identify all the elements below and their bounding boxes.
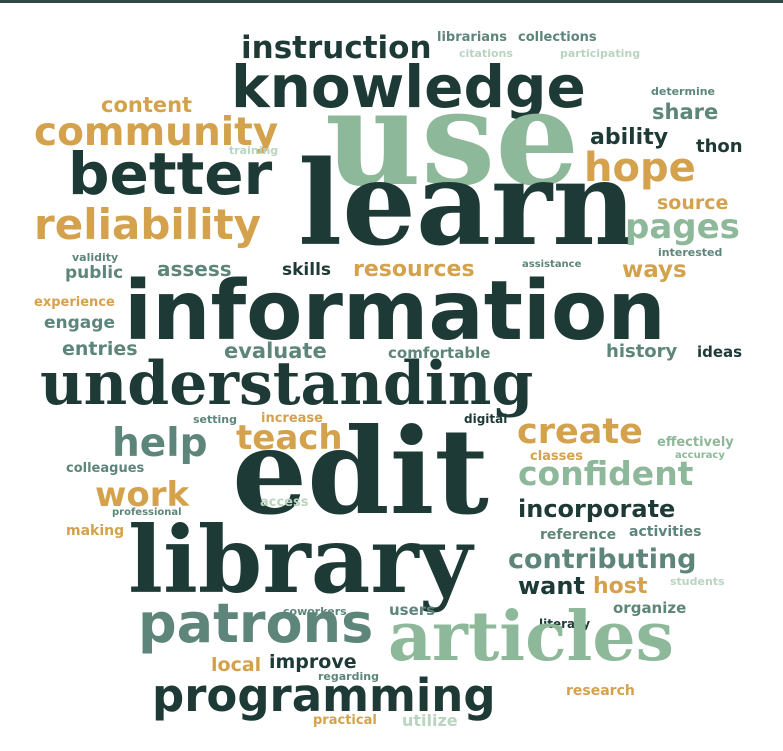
- word-confident: confident: [518, 454, 694, 493]
- word-ideas: ideas: [697, 343, 743, 361]
- word-access: access: [260, 495, 309, 510]
- word-setting: setting: [193, 413, 237, 426]
- word-improve: improve: [269, 651, 357, 673]
- word-reference: reference: [540, 527, 617, 543]
- word-accuracy: accuracy: [675, 450, 725, 461]
- word-local: local: [211, 654, 262, 676]
- word-edit: edit: [232, 402, 489, 541]
- word-collections: collections: [518, 30, 597, 45]
- word-coworkers: coworkers: [283, 605, 347, 618]
- word-instruction: instruction: [241, 30, 432, 66]
- word-students: students: [670, 575, 725, 588]
- word-hope: hope: [584, 145, 696, 191]
- word-training: training: [229, 144, 279, 157]
- word-activities: activities: [629, 524, 702, 540]
- word-want: want: [518, 572, 585, 600]
- word-organize: organize: [613, 599, 687, 617]
- word-source: source: [657, 192, 729, 214]
- word-contributing: contributing: [508, 544, 697, 575]
- word-research: research: [566, 683, 635, 699]
- word-effectively: effectively: [657, 435, 734, 450]
- word-thon: thon: [696, 136, 743, 157]
- word-use: use: [325, 61, 580, 216]
- word-create: create: [517, 412, 643, 452]
- word-interested: interested: [658, 246, 723, 259]
- word-knowledge: knowledge: [231, 53, 586, 121]
- word-incorporate: incorporate: [518, 495, 676, 523]
- word-public: public: [65, 263, 124, 283]
- word-determine: determine: [651, 85, 716, 98]
- word-reliability: reliability: [34, 200, 262, 249]
- word-information: information: [124, 264, 666, 359]
- word-help: help: [112, 421, 208, 466]
- word-assess: assess: [157, 257, 232, 281]
- word-professional: professional: [112, 507, 182, 518]
- word-comfortable: comfortable: [388, 344, 491, 362]
- word-understanding: understanding: [40, 349, 534, 419]
- word-regarding: regarding: [318, 670, 379, 683]
- word-digital: digital: [464, 412, 508, 426]
- word-patrons: patrons: [138, 592, 374, 655]
- word-classes: classes: [530, 449, 583, 464]
- word-share: share: [652, 100, 719, 124]
- word-making: making: [66, 523, 125, 539]
- word-assistance: assistance: [522, 259, 582, 270]
- word-practical: practical: [313, 713, 377, 728]
- word-programming: programming: [152, 669, 496, 722]
- word-users: users: [389, 601, 436, 619]
- word-content: content: [101, 93, 193, 117]
- word-host: host: [593, 574, 648, 599]
- word-articles: articles: [388, 597, 674, 677]
- word-better: better: [68, 140, 273, 208]
- word-work: work: [95, 475, 190, 515]
- word-increase: increase: [261, 411, 323, 426]
- word-skills: skills: [282, 260, 332, 280]
- word-utilize: utilize: [402, 711, 458, 730]
- word-literacy: literacy: [539, 617, 591, 631]
- word-history: history: [606, 341, 678, 362]
- word-participating: participating: [560, 47, 641, 60]
- word-community: community: [34, 110, 279, 155]
- word-citations: citations: [459, 47, 513, 60]
- word-evaluate: evaluate: [224, 339, 327, 363]
- word-learn: learn: [298, 136, 637, 272]
- word-pages: pages: [625, 207, 740, 247]
- word-ways: ways: [622, 257, 687, 283]
- word-colleagues: colleagues: [66, 461, 145, 476]
- word-experience: experience: [34, 295, 115, 310]
- word-teach: teach: [236, 418, 343, 458]
- word-engage: engage: [44, 313, 115, 333]
- word-entries: entries: [62, 338, 138, 360]
- word-resources: resources: [353, 257, 475, 282]
- word-librarians: librarians: [437, 30, 508, 45]
- word-library: library: [128, 506, 473, 614]
- word-ability: ability: [590, 125, 669, 150]
- word-validity: validity: [72, 251, 119, 264]
